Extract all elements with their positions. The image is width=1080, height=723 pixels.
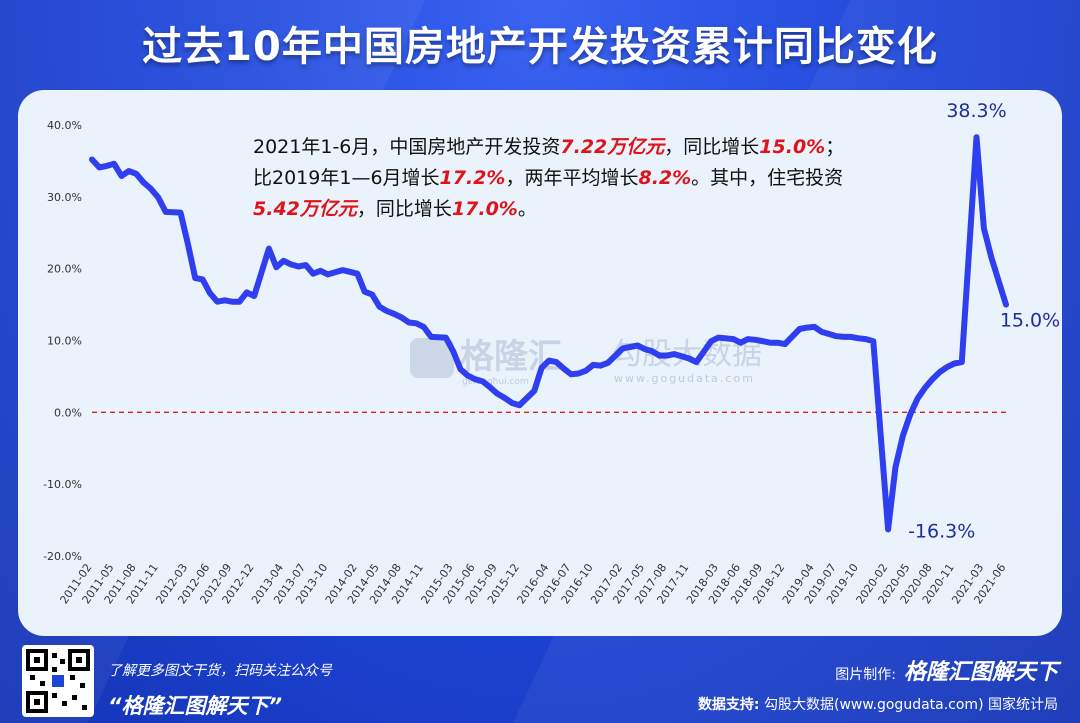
chart-panel [18, 90, 1062, 636]
footer-account-name: “格隆汇图解天下” [108, 694, 283, 718]
footer-follow-text: 了解更多图文干货，扫码关注公众号 [108, 663, 332, 679]
annotation-highlight: 17.2% [439, 167, 506, 189]
point-label: 38.3% [946, 100, 1006, 122]
annotation-highlight: 15.0% [759, 136, 826, 158]
annotation-text: 2021年1-6月，中国房地产开发投资 [253, 136, 561, 158]
watermark-left-sub: gelonghui.com [462, 377, 529, 387]
annotation-highlight: 8.2% [638, 167, 692, 189]
support-label: 数据支持: [697, 697, 760, 713]
annotation-highlight: 5.42万亿元 [253, 198, 357, 220]
y-tick-label: 20.0% [47, 263, 82, 276]
annotation-text: ，同比增长 [356, 198, 452, 220]
annotation-text: 比2019年1—6月增长 [253, 167, 440, 189]
y-tick-label: 10.0% [47, 335, 82, 348]
annotation-text: ，两年平均增长 [505, 167, 639, 189]
qr-code-icon [26, 649, 90, 713]
annotation-text: ，同比增长 [664, 136, 760, 158]
watermark-logo-icon [410, 338, 454, 378]
annotation-highlight: 17.0% [451, 198, 518, 220]
y-tick-label: 0.0% [54, 406, 82, 419]
annotation-highlight: 7.22万亿元 [560, 136, 665, 158]
point-label: 15.0% [1000, 310, 1060, 332]
y-tick-label: -20.0% [43, 550, 82, 563]
annotation-box: 2021年1-6月，中国房地产开发投资7.22万亿元，同比增长15.0%； 比2… [253, 132, 913, 225]
footer-left: 了解更多图文干货，扫码关注公众号 “格隆汇图解天下” [108, 660, 332, 720]
annotation-text: ； [825, 136, 845, 158]
footer-right: 图片制作: 格隆汇图解天下 数据支持: 勾股大数据(www.gogudata.co… [698, 654, 1058, 714]
annotation-text: 。 [517, 198, 537, 220]
y-tick-label: 40.0% [47, 119, 82, 132]
made-by-label: 图片制作: [835, 667, 896, 683]
watermark-left: 格隆汇 [460, 337, 562, 377]
point-label: -16.3% [908, 520, 975, 542]
y-tick-label: -10.0% [43, 478, 82, 491]
series-line [89, 134, 1009, 533]
qr-code[interactable] [22, 645, 94, 717]
chart-title: 过去10年中国房地产开发投资累计同比变化 [142, 24, 938, 70]
y-tick-label: 30.0% [47, 191, 82, 204]
annotation-text: 。其中，住宅投资 [691, 167, 844, 189]
made-by-brand: 格隆汇图解天下 [903, 660, 1058, 685]
watermark-right-sub: www.gogudata.com [614, 372, 755, 385]
support-text: 勾股大数据(www.gogudata.com) 国家统计局 [764, 697, 1058, 713]
